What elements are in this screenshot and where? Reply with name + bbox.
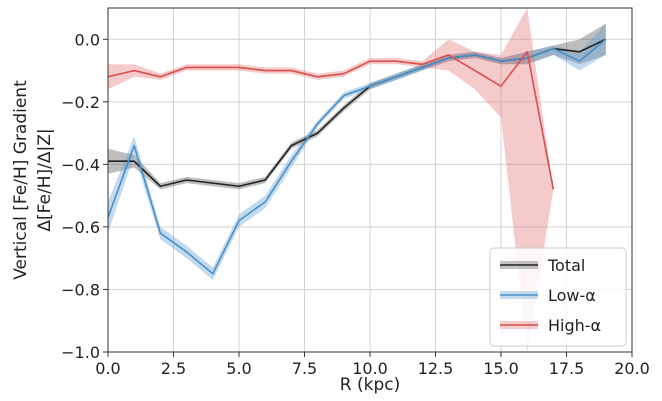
- y-tick-label: −1.0: [61, 343, 100, 362]
- y-tick-label: 0.0: [75, 30, 100, 49]
- x-axis-ticks: 0.0 2.5 5.0 7.5 10.0 12.5 15.0 17.5 20.0: [95, 352, 650, 378]
- x-tick-label: 5.0: [226, 359, 251, 378]
- x-axis-title: R (kpc): [340, 375, 400, 395]
- band-high-alpha: [108, 8, 554, 352]
- line-high-alpha: [107, 50, 555, 190]
- y-tick-label: −0.6: [61, 218, 100, 237]
- legend-label-total: Total: [547, 256, 585, 275]
- y-axis-ticks: 0.0 −0.2 −0.4 −0.6 −0.8 −1.0: [61, 30, 108, 362]
- legend-label-low-alpha: Low-α: [548, 286, 596, 305]
- legend: Total Low-α High-α: [489, 247, 627, 347]
- legend-box: [489, 247, 627, 347]
- x-tick-label: 7.5: [292, 359, 317, 378]
- series-lines: [107, 38, 607, 275]
- legend-entry-low-alpha: Low-α: [500, 286, 596, 305]
- legend-label-high-alpha: High-α: [548, 316, 601, 335]
- legend-entry-total: Total: [500, 256, 585, 275]
- x-tick-label: 10.0: [352, 359, 388, 378]
- y-axis-title-line-2: Δ[Fe/H]/Δ|Z|: [35, 128, 55, 231]
- x-tick-label: 2.5: [161, 359, 186, 378]
- y-axis-title-line-1: Vertical [Fe/H] Gradient: [11, 80, 31, 280]
- legend-entry-high-alpha: High-α: [500, 316, 601, 335]
- y-tick-label: −0.4: [61, 155, 100, 174]
- x-tick-label: 15.0: [483, 359, 519, 378]
- x-tick-label: 17.5: [549, 359, 585, 378]
- x-tick-label: 0.0: [95, 359, 120, 378]
- x-tick-label: 12.5: [418, 359, 454, 378]
- y-tick-label: −0.2: [61, 93, 100, 112]
- y-tick-label: −0.8: [61, 280, 100, 299]
- x-tick-label: 20.0: [614, 359, 650, 378]
